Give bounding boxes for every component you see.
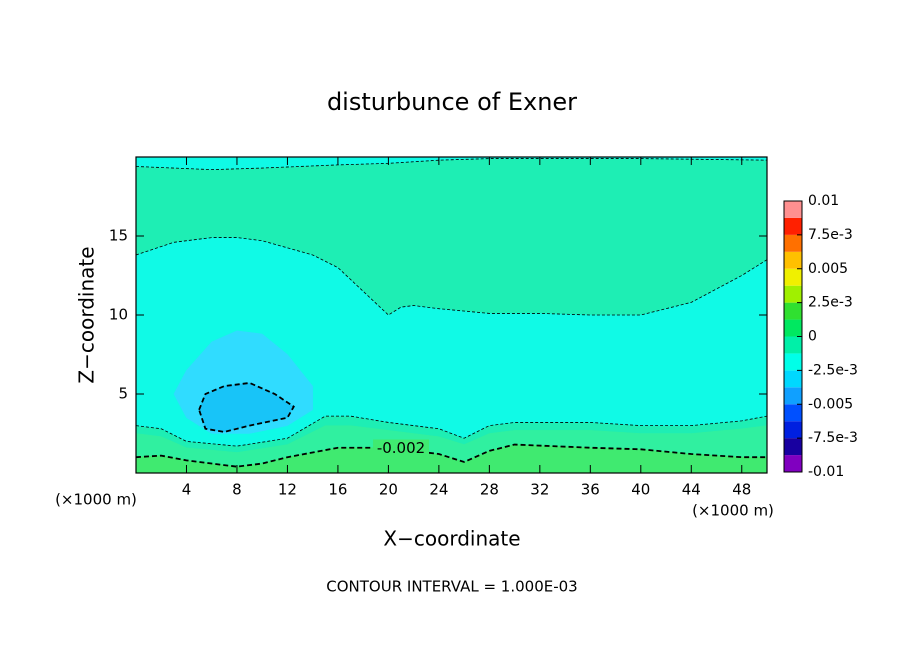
colorbar-band <box>784 285 802 303</box>
colorbar-band <box>784 438 802 456</box>
colorbar-band <box>784 455 802 472</box>
x-tick-label: 40 <box>631 481 650 499</box>
colorbar-band <box>784 234 802 252</box>
contour-label-bg <box>373 439 430 458</box>
colorbar-band <box>784 319 802 337</box>
colorbar-tick-label: 2.5e-3 <box>808 295 853 311</box>
colorbar-tick-label: -0.01 <box>808 464 844 480</box>
colorbar-band <box>784 217 802 235</box>
y-tick-label: 5 <box>118 385 128 403</box>
y-axis-label: Z−coordinate <box>75 246 99 383</box>
contour-line <box>136 415 767 447</box>
chart-title: disturbunce of Exner <box>327 88 577 116</box>
colorbar-band <box>784 421 802 439</box>
colorbar-tick-label: 0 <box>808 329 817 345</box>
x-tick-label: 24 <box>429 481 448 499</box>
footer: CONTOUR INTERVAL = 1.000E-03 <box>326 578 577 596</box>
colorbar-band <box>784 387 802 405</box>
colorbar-tick-label: 7.5e-3 <box>808 227 853 243</box>
y-unit: (×1000 m) <box>55 491 137 509</box>
colorbar-band <box>784 336 802 354</box>
x-tick-label: 48 <box>732 481 751 499</box>
colorbar-tick-label: 0.005 <box>808 261 848 277</box>
x-tick-label: 28 <box>480 481 499 499</box>
y-tick-label: 15 <box>109 227 128 245</box>
colorbar-band <box>784 404 802 422</box>
x-tick-label: 20 <box>379 481 398 499</box>
x-tick-label: 36 <box>581 481 600 499</box>
colorbar-band <box>784 302 802 320</box>
x-tick-label: 16 <box>328 481 347 499</box>
contour-label: -0.002 <box>377 439 425 457</box>
colorbar-tick-label: -0.005 <box>808 396 853 412</box>
y-tick-label: 10 <box>109 306 128 324</box>
colorbar-band <box>784 251 802 269</box>
x-tick-label: 12 <box>278 481 297 499</box>
x-tick-label: 44 <box>682 481 701 499</box>
colorbar-tick-label: -7.5e-3 <box>808 430 858 446</box>
x-tick-label: 32 <box>530 481 549 499</box>
x-axis-label: X−coordinate <box>383 527 520 551</box>
colorbar-tick-label: 0.01 <box>808 193 839 209</box>
colorbar-band <box>784 370 802 388</box>
colorbar-band <box>784 353 802 371</box>
colorbar-band <box>784 201 802 218</box>
x-unit: (×1000 m) <box>692 502 774 520</box>
x-tick-label: 8 <box>232 481 242 499</box>
colorbar-band <box>784 268 802 286</box>
x-tick-label: 4 <box>182 481 192 499</box>
contour-line <box>198 382 295 433</box>
colorbar-tick-label: -2.5e-3 <box>808 362 858 378</box>
